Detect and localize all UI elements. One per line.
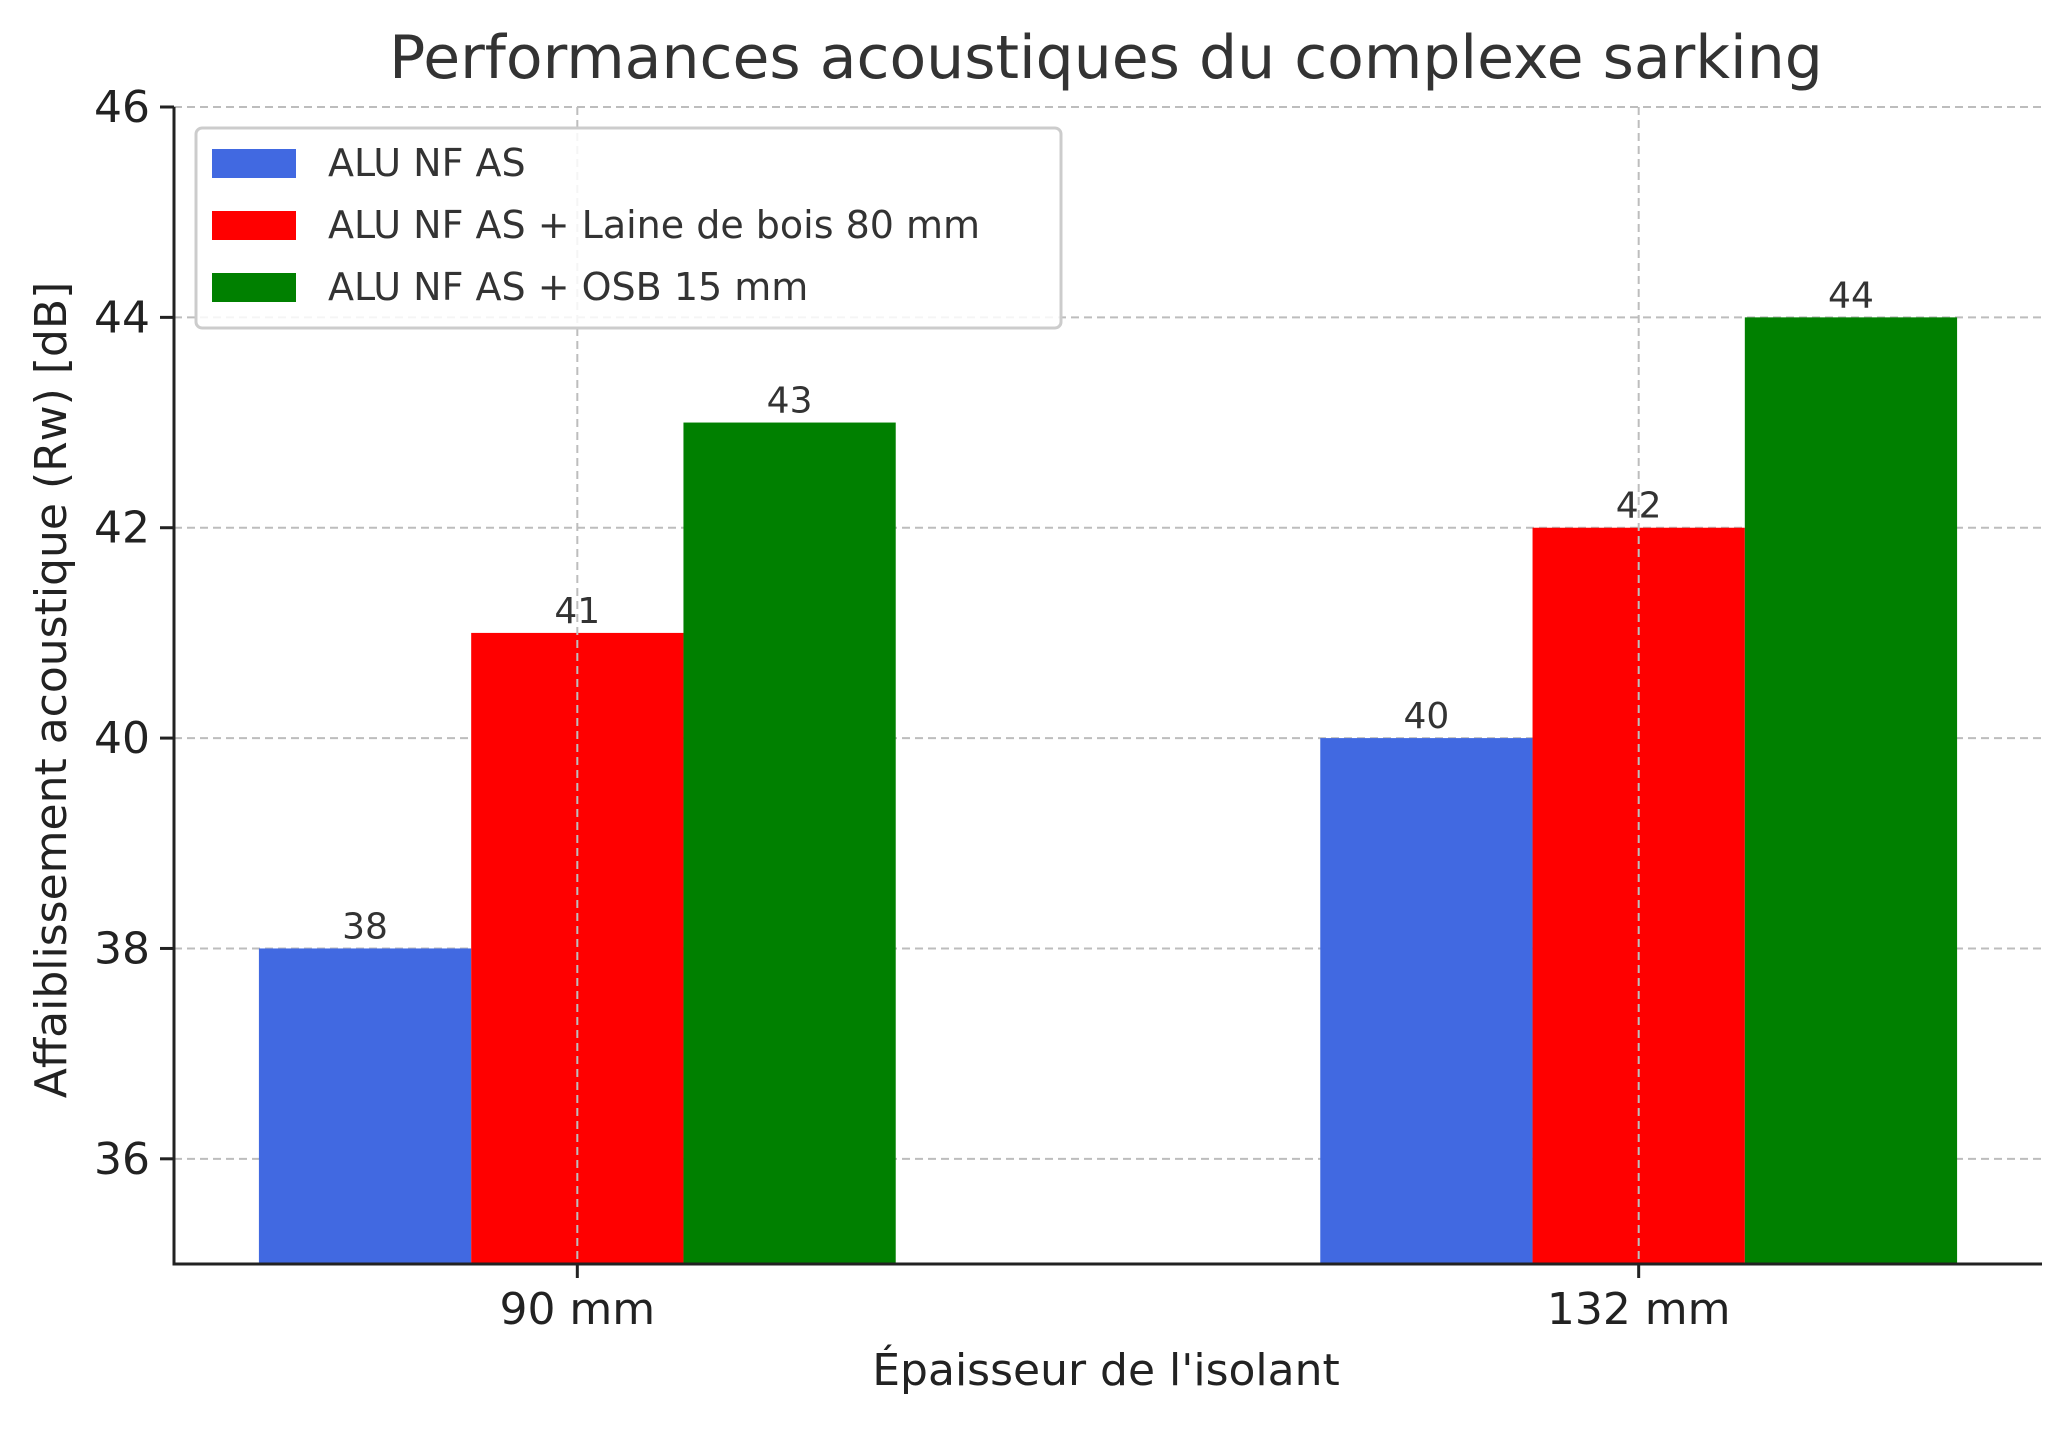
bar: [471, 632, 684, 1264]
bar-value-label: 42: [1616, 486, 1662, 527]
bar: [258, 948, 472, 1264]
legend-items: ALU NF AS ALU NF AS + Laine de bois 80 mm…: [212, 141, 980, 309]
chart-title: Performances acoustiques du complexe sar…: [389, 23, 1823, 93]
y-tick-label: 42: [94, 503, 150, 554]
bar-value-label: 38: [342, 906, 388, 947]
vertical-grid: [576, 107, 1640, 1264]
bar-value-label: 41: [554, 591, 600, 632]
legend-label: ALU NF AS + OSB 15 mm: [328, 265, 808, 309]
legend-label: ALU NF AS: [328, 141, 526, 185]
x-tick-label: 132 mm: [1547, 1284, 1731, 1335]
y-tick-label: 40: [94, 713, 150, 764]
y-tick-label: 36: [94, 1134, 150, 1185]
bars: [258, 317, 1958, 1265]
y-tick-label: 38: [94, 923, 150, 974]
bar: [683, 422, 896, 1265]
bar-value-label: 43: [767, 381, 813, 422]
axes: 36 38 40 42 44 46 90 mm 132 mm: [94, 82, 2042, 1335]
bar: [1320, 738, 1533, 1264]
x-tick-label: 90 mm: [499, 1284, 655, 1335]
bar-value-label: 44: [1828, 275, 1874, 316]
legend-swatch: [212, 273, 296, 302]
legend-frame: [194, 126, 1063, 330]
bar-value-label: 40: [1404, 696, 1450, 737]
legend-swatch: [212, 211, 296, 240]
y-tick-label: 44: [94, 292, 150, 343]
data-labels: 38 41 43 40 42 44: [342, 275, 1874, 947]
legend-swatch: [212, 149, 296, 178]
bar: [1744, 317, 1958, 1264]
legend: ALU NF AS ALU NF AS + Laine de bois 80 mm…: [194, 126, 1063, 330]
x-axis-label: Épaisseur de l'isolant: [872, 1343, 1340, 1396]
legend-label: ALU NF AS + Laine de bois 80 mm: [328, 203, 980, 247]
y-axis-label: Affaiblissement acoustique (Rw) [dB]: [26, 282, 77, 1099]
y-tick-label: 46: [94, 82, 150, 133]
